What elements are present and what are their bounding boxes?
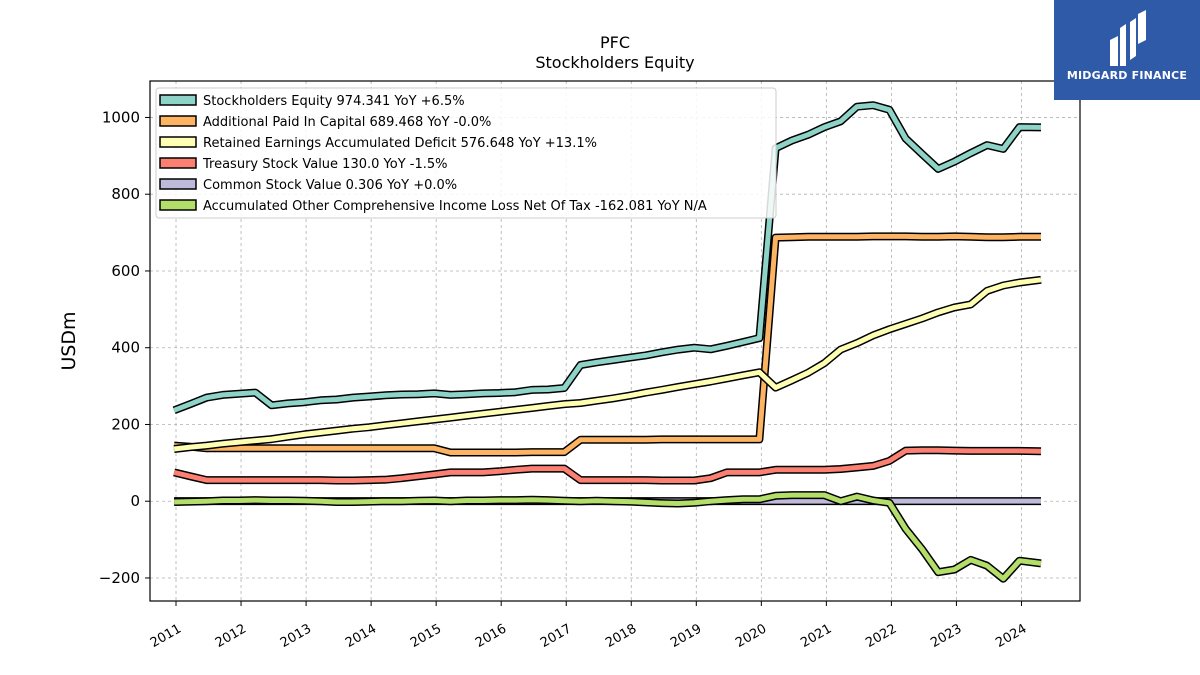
- legend: Stockholders Equity 974.341 YoY +6.5% Add…: [155, 87, 777, 219]
- legend-label: Treasury Stock Value 130.0 YoY -1.5%: [202, 157, 448, 172]
- legend-swatch: [159, 94, 197, 106]
- legend-swatch: [159, 199, 197, 211]
- legend-label: Retained Earnings Accumulated Deficit 57…: [203, 136, 597, 151]
- x-tick-label: 2014: [343, 621, 379, 651]
- y-tick-label: 200: [111, 415, 140, 433]
- x-tick-label: 2024: [993, 621, 1029, 651]
- series-lines: [172, 101, 1042, 583]
- legend-swatch: [159, 115, 197, 127]
- series-outline-3: [173, 446, 1042, 485]
- series-line-1: [173, 233, 1041, 455]
- chart-subtitle: Stockholders Equity: [535, 53, 694, 72]
- x-tick-label: 2011: [148, 621, 184, 651]
- series-line-2: [173, 277, 1042, 452]
- x-tick-label: 2021: [798, 621, 834, 651]
- x-tick-label: 2018: [603, 621, 639, 651]
- series-line-5: [174, 492, 1042, 582]
- x-axis: 2011 2012 2013 2014 2015 2016 2017 2018 2019 2020…: [148, 601, 1029, 651]
- legend-box: [155, 87, 777, 219]
- legend-label: Common Stock Value 0.306 YoY +0.0%: [203, 178, 457, 193]
- y-axis-label: USDm: [58, 311, 80, 370]
- brand-logo: MIDGARD FINANCE: [1054, 0, 1200, 100]
- x-tick-label: 2015: [408, 621, 444, 651]
- y-axis: −200 0 200 400 600 800 1000: [99, 108, 150, 587]
- x-tick-label: 2012: [213, 621, 249, 651]
- legend-swatch: [159, 178, 197, 190]
- y-tick-label: 1000: [102, 108, 140, 126]
- y-tick-label: −200: [99, 569, 140, 587]
- legend-swatch: [159, 157, 197, 169]
- y-tick-label: 600: [111, 262, 140, 280]
- x-tick-label: 2022: [863, 621, 899, 651]
- x-tick-label: 2017: [538, 621, 574, 651]
- x-tick-label: 2016: [473, 621, 509, 651]
- chart-title: PFC: [600, 33, 630, 52]
- y-tick-label: 0: [130, 492, 140, 510]
- x-tick-label: 2013: [278, 621, 314, 651]
- series-outline-1: [173, 232, 1041, 457]
- brand-mark-icon: [1110, 10, 1146, 66]
- legend-label: Additional Paid In Capital 689.468 YoY -…: [203, 115, 491, 130]
- legend-swatch: [159, 136, 197, 148]
- x-tick-label: 2019: [668, 621, 704, 651]
- legend-label: Accumulated Other Comprehensive Income L…: [203, 199, 707, 214]
- series-line-3: [173, 447, 1042, 483]
- y-tick-label: 400: [111, 339, 140, 357]
- x-tick-label: 2023: [928, 621, 964, 651]
- series-line-0: [173, 102, 1042, 413]
- legend-label: Stockholders Equity 974.341 YoY +6.5%: [203, 94, 465, 109]
- x-tick-label: 2020: [733, 621, 769, 651]
- brand-name: MIDGARD FINANCE: [1066, 69, 1188, 82]
- plot-area-frame: [149, 80, 1081, 602]
- y-tick-label: 800: [111, 185, 140, 203]
